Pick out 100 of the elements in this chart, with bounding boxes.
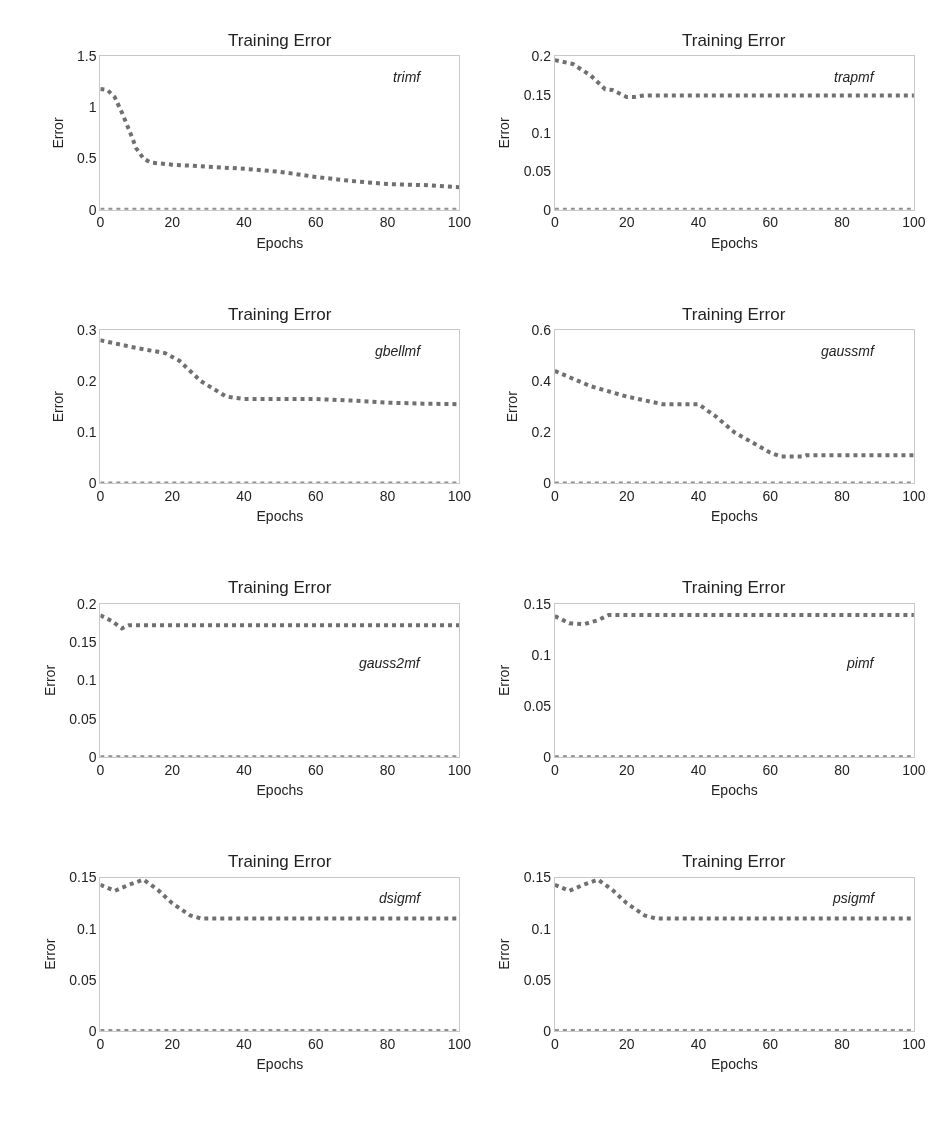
y-axis-title: Error: [41, 664, 58, 697]
annotation: gbellmf: [375, 343, 423, 359]
y-tick-label: 0.15: [523, 869, 552, 886]
x-tick-label: 80: [834, 761, 851, 778]
x-tick-label: 40: [236, 488, 252, 505]
x-tick-label: 40: [236, 214, 252, 231]
y-tick-label: 1.5: [77, 48, 97, 65]
line-series: [554, 613, 914, 627]
y-tick-label: 0.2: [531, 424, 552, 441]
y-tick-label: 0.15: [523, 86, 552, 103]
y-tick-label: 0.15: [69, 634, 97, 651]
y-tick-label: 0.05: [69, 971, 97, 988]
x-tick-label: 100: [902, 1035, 926, 1052]
y-tick-label: 0.6: [531, 321, 552, 338]
x-axis-title: Epochs: [256, 782, 304, 799]
x-tick-label: 20: [164, 1035, 181, 1052]
x-tick-label: 60: [308, 214, 324, 231]
line-series: [554, 877, 914, 921]
chart-title: Training Error: [228, 305, 332, 324]
annotation: psigmf: [832, 890, 877, 906]
chart-title: Training Error: [682, 305, 786, 324]
y-tick-label: 0: [543, 1022, 552, 1039]
y-tick-label: 0.05: [523, 163, 552, 180]
x-tick-label: 100: [447, 1035, 472, 1052]
x-tick-label: 80: [834, 488, 851, 505]
x-axis-title: Epochs: [256, 234, 304, 251]
x-axis-title: Epochs: [256, 1055, 304, 1072]
x-tick-label: 20: [618, 214, 635, 231]
annotation: trimf: [393, 69, 423, 85]
x-tick-label: 40: [690, 761, 707, 778]
y-tick-label: 0.1: [531, 646, 552, 663]
annotation: gaussmf: [821, 343, 877, 359]
y-tick-label: 0: [543, 749, 552, 766]
x-tick-label: 80: [379, 488, 396, 505]
annotation: pimf: [846, 655, 876, 671]
y-axis-title: Error: [504, 390, 521, 423]
y-tick-label: 0.3: [77, 321, 97, 338]
y-axis-title: Error: [496, 664, 513, 697]
y-tick-label: 0: [88, 749, 97, 766]
y-tick-label: 0.1: [531, 124, 552, 141]
y-tick-label: 0: [88, 475, 97, 492]
annotation: dsigmf: [379, 890, 423, 906]
y-tick-label: 0: [543, 201, 552, 218]
x-tick-label: 60: [762, 1035, 779, 1052]
y-tick-label: 0: [543, 475, 552, 492]
x-tick-label: 40: [690, 1035, 707, 1052]
x-axis-title: Epochs: [711, 508, 758, 525]
x-tick-label: 60: [762, 488, 779, 505]
x-tick-label: 80: [379, 1035, 396, 1052]
annotation: gauss2mf: [359, 655, 422, 671]
x-tick-label: 40: [236, 1035, 252, 1052]
line-series: [554, 368, 914, 459]
chart-title: Training Error: [228, 31, 332, 50]
y-tick-label: 0.05: [523, 971, 552, 988]
y-axis-title: Error: [49, 390, 66, 423]
y-tick-label: 0: [88, 1022, 97, 1039]
line-series: [554, 58, 914, 99]
x-tick-label: 100: [447, 488, 472, 505]
y-tick-label: 0.15: [69, 869, 97, 886]
annotation: trapmf: [834, 69, 876, 85]
line-series: [100, 87, 460, 190]
y-tick-label: 1: [88, 99, 97, 116]
x-tick-label: 20: [618, 1035, 635, 1052]
x-tick-label: 100: [447, 761, 472, 778]
x-tick-label: 40: [236, 761, 252, 778]
x-tick-label: 80: [379, 214, 396, 231]
y-tick-label: 0.1: [77, 672, 97, 689]
y-axis-title: Error: [49, 117, 66, 149]
x-axis-title: Epochs: [711, 782, 758, 799]
x-tick-label: 60: [308, 1035, 324, 1052]
x-axis-title: Epochs: [711, 234, 758, 251]
x-tick-label: 60: [762, 214, 779, 231]
y-axis-title: Error: [41, 938, 58, 970]
y-tick-label: 0.1: [77, 920, 97, 937]
x-tick-label: 20: [618, 488, 635, 505]
x-axis-title: Epochs: [256, 508, 304, 525]
y-tick-label: 0: [88, 201, 97, 218]
x-tick-label: 20: [164, 214, 181, 231]
x-tick-label: 20: [164, 488, 181, 505]
chart-title: Training Error: [228, 852, 332, 871]
x-tick-label: 80: [834, 214, 851, 231]
x-tick-label: 60: [762, 761, 779, 778]
chart-title: Training Error: [682, 578, 786, 597]
x-tick-label: 100: [902, 761, 926, 778]
y-tick-label: 0.2: [77, 595, 97, 612]
x-tick-label: 80: [834, 1035, 851, 1052]
y-axis-title: Error: [496, 117, 513, 149]
x-tick-label: 60: [308, 488, 324, 505]
y-tick-label: 0.5: [77, 150, 97, 167]
x-tick-label: 80: [379, 761, 396, 778]
x-tick-label: 40: [690, 488, 707, 505]
x-tick-label: 20: [618, 761, 635, 778]
line-series: [100, 613, 460, 631]
y-tick-label: 0.05: [69, 710, 97, 727]
x-tick-label: 100: [902, 488, 926, 505]
chart-title: Training Error: [228, 578, 332, 597]
chart-title: Training Error: [682, 852, 786, 871]
y-tick-label: 0.05: [523, 697, 552, 714]
y-tick-label: 0.1: [77, 424, 97, 441]
y-tick-label: 0.2: [77, 373, 97, 390]
